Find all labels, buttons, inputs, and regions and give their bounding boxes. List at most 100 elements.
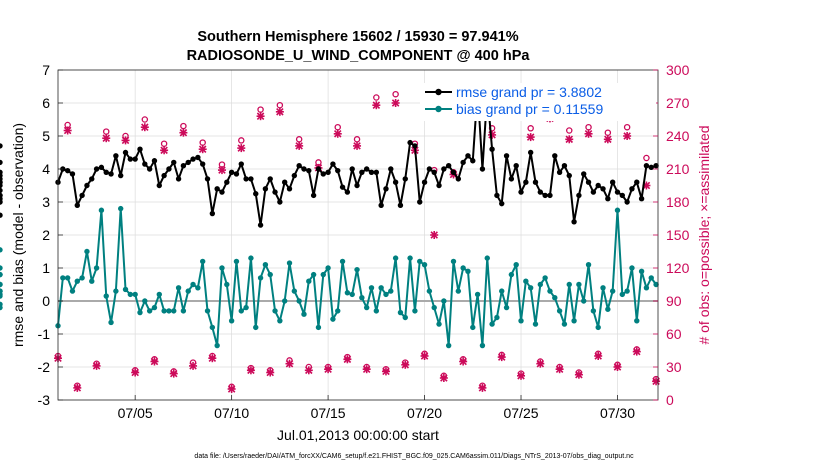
obs-assimilated-marker <box>632 347 641 356</box>
bias-point <box>281 298 288 304</box>
bias-point <box>0 281 3 288</box>
rmse-point <box>127 156 134 162</box>
rmse-point <box>224 179 230 185</box>
legend-bias-marker <box>435 105 442 113</box>
rmse-point <box>296 163 302 169</box>
y-left-axis-label: rmse and bias (model - observation) <box>10 123 26 347</box>
rmse-point <box>262 186 269 192</box>
rmse-point <box>0 143 3 149</box>
legend-box <box>420 83 656 121</box>
bias-point <box>426 288 433 294</box>
bias-point <box>243 304 249 311</box>
bias-point <box>397 309 404 316</box>
bias-point <box>132 291 138 298</box>
bias-point <box>0 304 3 311</box>
rmse-point <box>402 176 408 182</box>
obs-assimilated-marker <box>565 135 574 144</box>
rmse-point <box>79 192 85 199</box>
y-left-tick-layer: -3 -2 -1 0 1 2 3 4 5 6 7 <box>38 62 63 408</box>
obs-possible-marker <box>238 137 245 144</box>
x-tick-label: 07/15 <box>311 405 346 421</box>
bias-point <box>0 265 3 271</box>
rmse-point <box>137 146 143 152</box>
y-left-tick-label: -1 <box>38 326 51 342</box>
rmse-point <box>513 163 519 169</box>
bias-point <box>344 290 351 296</box>
bias-point <box>653 281 659 288</box>
rmse-point <box>325 169 331 175</box>
bias-point <box>315 324 322 331</box>
bias-point <box>421 262 428 268</box>
rmse-point <box>595 182 601 189</box>
obs-assimilated-marker <box>63 126 72 135</box>
x-tick-label: 07/20 <box>407 405 442 421</box>
rmse-point <box>388 166 394 172</box>
bias-point <box>248 255 254 261</box>
obs-assimilated-marker <box>478 383 487 392</box>
bias-point <box>605 306 611 312</box>
rmse-point <box>349 166 355 172</box>
obs-assimilated-marker <box>517 371 526 380</box>
obs-possible-marker <box>604 129 612 136</box>
bias-point <box>556 308 563 314</box>
obs-assimilated-marker <box>391 99 400 107</box>
bias-point <box>624 288 630 294</box>
y-right-tick-label: 180 <box>666 194 690 210</box>
rmse-point <box>518 189 524 195</box>
y-right-tick-label: 150 <box>666 227 690 243</box>
data-file-footnote: data file: /Users/raeder/DAI/ATM_forcXX/… <box>194 453 634 460</box>
obs-assimilated-marker <box>603 135 612 144</box>
rmse-point <box>561 163 568 169</box>
obs-possible-marker <box>623 123 631 131</box>
rmse-point <box>643 163 650 169</box>
rmse-point <box>609 179 616 185</box>
rmse-point <box>523 179 529 185</box>
rmse-point <box>142 161 148 167</box>
bias-point <box>499 288 505 294</box>
y-left-tick-label: 2 <box>42 227 50 243</box>
rmse-point <box>0 212 3 218</box>
rmse-point <box>171 159 177 166</box>
bias-point <box>291 288 298 294</box>
rmse-point <box>556 169 563 175</box>
obs-possible-marker <box>392 90 399 98</box>
obs-possible-marker <box>566 127 573 134</box>
rmse-point <box>344 189 351 195</box>
rmse-point <box>301 166 307 172</box>
bias-point <box>103 293 109 299</box>
bias-point <box>455 288 462 294</box>
rmse-point <box>103 169 109 175</box>
obs-assimilated-marker <box>237 144 246 153</box>
bias-point <box>0 247 3 253</box>
y-right-tick-label: 240 <box>666 128 690 144</box>
y-right-tick-label: 30 <box>666 359 682 375</box>
obs-possible-marker <box>373 94 380 101</box>
bias-point <box>571 318 577 324</box>
bias-point <box>542 275 548 281</box>
bias-point <box>349 291 355 298</box>
rmse-point <box>537 189 544 195</box>
rmse-point <box>291 172 298 179</box>
rmse-point <box>383 186 389 192</box>
bias-point <box>619 291 626 298</box>
bias-point <box>450 258 457 265</box>
obs-assimilated-marker <box>594 352 603 360</box>
rmse-point <box>209 210 216 217</box>
rmse-point <box>470 158 476 164</box>
rmse-point <box>494 192 500 199</box>
rmse-point <box>320 171 326 177</box>
bias-point <box>180 308 187 314</box>
bias-point <box>320 271 326 278</box>
y-left-tick-label: 4 <box>42 161 50 177</box>
rmse-point <box>180 163 187 169</box>
bias-point <box>306 278 312 284</box>
bias-point <box>335 308 341 314</box>
bias-point <box>146 308 153 314</box>
bias-point <box>204 308 211 314</box>
obs-assimilated-marker <box>217 166 226 175</box>
obs-assimilated-marker <box>198 145 207 154</box>
bias-point <box>609 288 616 294</box>
bias-point <box>527 285 534 291</box>
bias-point <box>257 275 264 281</box>
obs-assimilated-marker <box>73 383 82 392</box>
